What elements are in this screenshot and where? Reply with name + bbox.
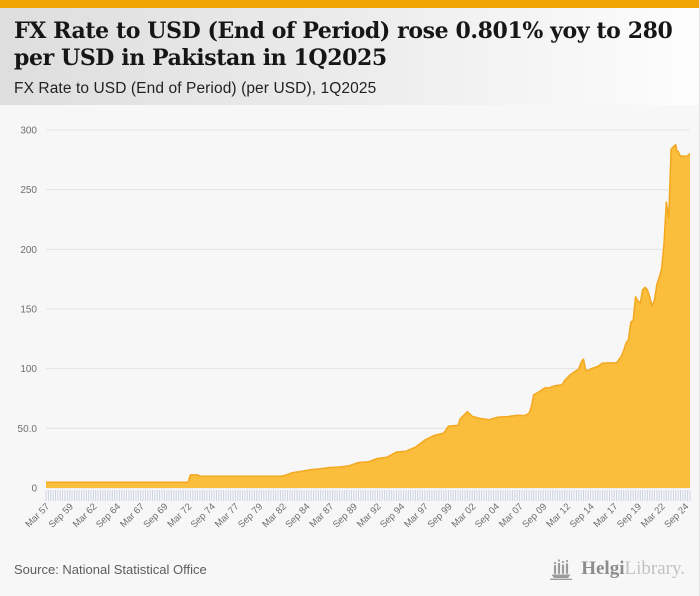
- x-axis-label: Mar 97: [402, 501, 431, 530]
- y-axis-label: 0: [31, 484, 37, 495]
- x-axis-label: Mar 87: [308, 501, 337, 530]
- x-axis-label: Mar 57: [23, 501, 52, 530]
- x-axis-label: Sep 59: [47, 501, 76, 530]
- page-title: FX Rate to USD (End of Period) rose 0.80…: [14, 18, 685, 73]
- x-axis-label: Sep 94: [378, 501, 407, 530]
- logo-text: HelgiLibrary.: [581, 558, 685, 580]
- y-axis-label: 100: [20, 364, 37, 375]
- x-axis-label: Mar 12: [544, 501, 573, 530]
- y-axis-label: 300: [20, 126, 37, 137]
- x-axis-label: Sep 74: [189, 501, 218, 530]
- x-axis-label: Mar 02: [450, 501, 479, 530]
- x-axis-label: Sep 14: [568, 501, 597, 530]
- y-axis-label: 50.0: [18, 424, 38, 435]
- x-axis-label: Sep 04: [473, 501, 502, 530]
- page-title-line1: FX Rate to USD (End of Period) rose 0.80…: [14, 18, 673, 44]
- area-series: [46, 144, 690, 488]
- x-axis-label: Sep 69: [141, 501, 170, 530]
- x-axis-label: Sep 79: [236, 501, 265, 530]
- helgi-logo: HelgiLibrary.: [550, 557, 685, 581]
- accent-top-bar: [0, 0, 699, 8]
- x-axis-label: Mar 07: [497, 501, 526, 530]
- x-axis-label: Mar 92: [355, 501, 384, 530]
- x-axis-label: Mar 72: [166, 501, 195, 530]
- chart-area: 300 250 200 150 100 50.0 0 Mar 57 Sep 59 Mar 62 Se…: [0, 105, 700, 545]
- chart-subtitle: FX Rate to USD (End of Period) (per USD)…: [14, 79, 377, 97]
- helgi-logo-icon: [550, 559, 573, 580]
- area-series-line: [46, 143, 691, 484]
- x-axis-label: Mar 17: [592, 501, 621, 530]
- x-axis-label: Sep 19: [615, 501, 644, 530]
- x-axis-label: Mar 62: [71, 501, 100, 530]
- chart-header: FX Rate to USD (End of Period) rose 0.80…: [0, 8, 699, 105]
- logo-text-secondary: Library.: [624, 558, 686, 579]
- x-axis-label: Mar 82: [260, 501, 289, 530]
- x-axis-label: Sep 24: [662, 501, 691, 530]
- x-axis-label: Mar 22: [639, 501, 668, 530]
- logo-text-primary: Helgi: [581, 558, 625, 579]
- page-title-line2: per USD in Pakistan in 1Q2025: [14, 45, 387, 72]
- footer: Source: National Statistical Office Helg…: [0, 545, 699, 593]
- y-axis-label: 250: [20, 185, 37, 196]
- x-axis-label: Sep 64: [94, 501, 123, 530]
- x-axis-label: Sep 99: [426, 501, 455, 530]
- x-axis-label: Mar 77: [213, 501, 242, 530]
- x-axis-label: Sep 89: [331, 501, 360, 530]
- y-axis-label: 150: [20, 305, 37, 316]
- x-axis-label: Mar 67: [118, 501, 147, 530]
- x-axis-label: Sep 84: [283, 501, 312, 530]
- source-label: Source: National Statistical Office: [14, 561, 207, 577]
- x-axis-label: Sep 09: [520, 501, 549, 530]
- y-axis-label: 200: [20, 245, 37, 256]
